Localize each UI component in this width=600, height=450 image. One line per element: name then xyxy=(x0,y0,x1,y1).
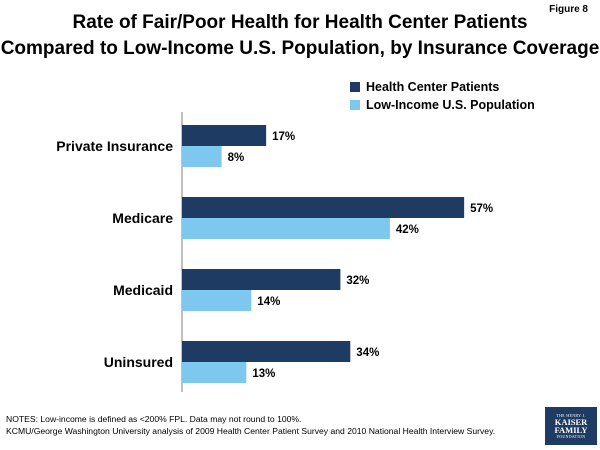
data-label: 17% xyxy=(272,131,295,143)
data-label: 42% xyxy=(396,224,419,236)
legend-item-health-center: Health Center Patients xyxy=(350,78,535,96)
category-label: Medicaid xyxy=(113,282,173,298)
notes-line-2: KCMU/George Washington University analys… xyxy=(6,426,496,436)
bar-health-center xyxy=(182,269,341,290)
legend-item-low-income: Low-Income U.S. Population xyxy=(350,96,535,114)
bar-low-income xyxy=(182,146,222,167)
bar-health-center xyxy=(182,197,465,218)
category-label: Medicare xyxy=(112,210,173,226)
data-label: 13% xyxy=(252,368,275,380)
logo-line-4: FOUNDATION xyxy=(556,433,586,439)
bar-low-income xyxy=(182,290,252,311)
logo-line-3: FAMILY xyxy=(554,425,588,435)
legend-swatch-low-income xyxy=(350,100,360,110)
chart-title-line-1: Rate of Fair/Poor Health for Health Cent… xyxy=(72,12,528,33)
data-label: 14% xyxy=(257,296,280,308)
chart-title-line-2: Compared to Low-Income U.S. Population, … xyxy=(0,38,600,59)
kaiser-logo: THE HENRY J. KAISER FAMILY FOUNDATION xyxy=(545,407,597,445)
logo-line-2: KAISER xyxy=(554,416,588,427)
data-label: 34% xyxy=(356,347,379,359)
data-label: 8% xyxy=(228,152,245,164)
bar-health-center xyxy=(182,341,351,362)
logo-line-1: THE HENRY J. xyxy=(556,412,586,418)
legend-label-low-income: Low-Income U.S. Population xyxy=(366,98,535,112)
legend-label-health-center: Health Center Patients xyxy=(366,80,500,94)
category-label: Private Insurance xyxy=(56,138,173,154)
bar-low-income xyxy=(182,218,390,239)
bar-low-income xyxy=(182,362,247,383)
legend: Health Center Patients Low-Income U.S. P… xyxy=(350,78,535,114)
bar-health-center xyxy=(182,125,267,146)
data-label: 57% xyxy=(470,203,493,215)
figure-label: Figure 8 xyxy=(549,4,588,15)
notes-line-1: NOTES: Low-income is defined as <200% FP… xyxy=(6,414,302,424)
chart-title: Rate of Fair/Poor Health for Health Cent… xyxy=(0,10,600,62)
category-label: Uninsured xyxy=(104,354,173,370)
data-label: 32% xyxy=(346,275,369,287)
notes: NOTES: Low-income is defined as <200% FP… xyxy=(6,413,526,437)
legend-swatch-health-center xyxy=(350,82,360,92)
